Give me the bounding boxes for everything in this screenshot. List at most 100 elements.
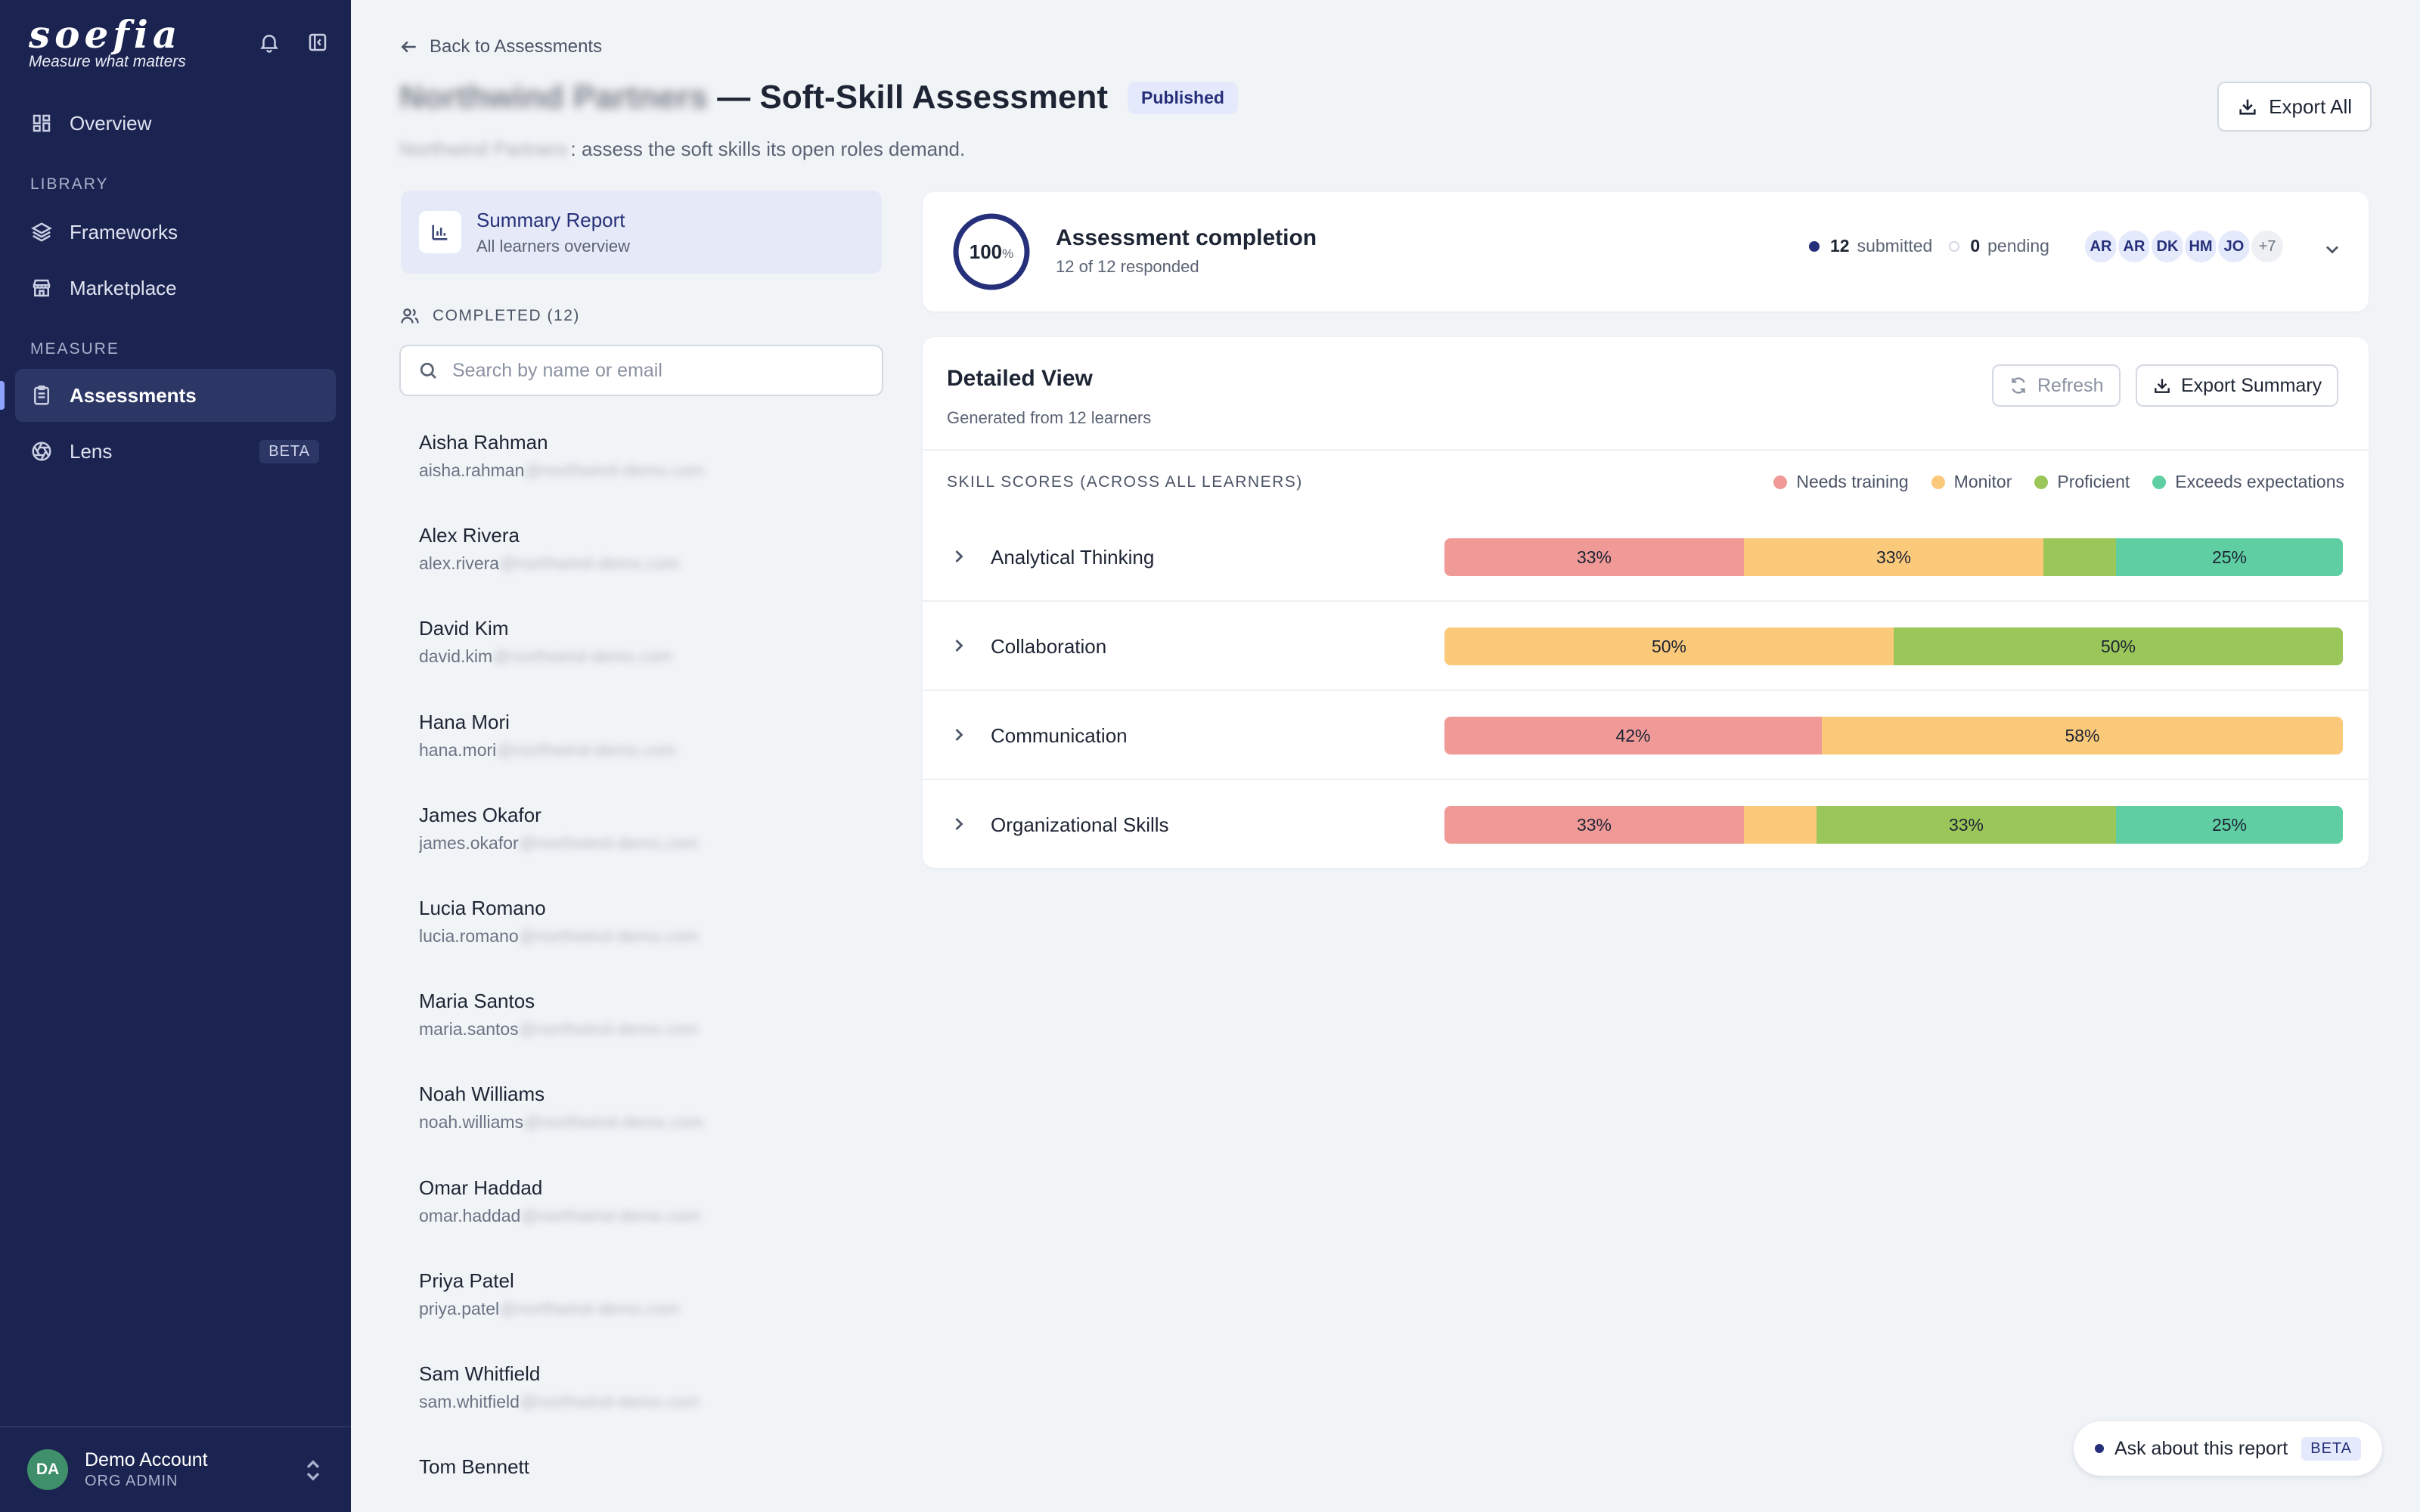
skill-scores-label: SKILL SCORES (ACROSS ALL LEARNERS) <box>947 473 1303 491</box>
chevron-right-icon[interactable] <box>948 813 970 838</box>
store-icon <box>33 279 51 297</box>
learner-email-domain-redacted: @northwind-demo.com <box>492 646 673 667</box>
completion-stats: 12 submitted 0 pending <box>1809 236 2049 256</box>
learner-email-domain-redacted: @northwind-demo.com <box>518 925 699 946</box>
chevron-right-icon[interactable] <box>948 724 970 749</box>
summary-report-subtitle: All learners overview <box>476 236 630 256</box>
learner-email-domain-redacted: @northwind-demo.com <box>499 1298 680 1318</box>
collapse-sidebar-icon[interactable] <box>302 27 333 57</box>
summary-report-title: Summary Report <box>476 208 625 231</box>
account-name: Demo Account <box>85 1449 208 1470</box>
learner-name: Omar Haddad <box>419 1176 543 1199</box>
beta-badge: BETA <box>259 439 319 463</box>
page-title: — Soft-Skill Assessment <box>717 79 1109 116</box>
avatar-overflow-count: +7 <box>2249 228 2285 265</box>
chevron-updown-icon <box>302 1458 324 1487</box>
learner-list-item[interactable]: Lucia Romano lucia.romano @northwind-demo.… <box>419 897 873 990</box>
learner-list-item[interactable]: Aisha Rahman aisha.rahman @northwind-demo.… <box>419 431 873 524</box>
refresh-button[interactable]: Refresh <box>1992 364 2121 407</box>
nav-marketplace[interactable]: Marketplace <box>15 262 336 314</box>
learner-list-item[interactable]: Tom Bennett <box>419 1455 873 1477</box>
chevron-right-icon[interactable] <box>948 546 970 571</box>
submitted-dot-icon <box>1809 240 1820 252</box>
bar-segment: 50% <box>1444 627 1894 665</box>
skill-stacked-bar: 42% 58% <box>1444 717 2343 754</box>
search-input[interactable] <box>452 359 876 382</box>
completion-percent-value: 100 <box>969 240 1003 263</box>
learner-email-prefix: priya.patel <box>419 1298 500 1318</box>
legend-item: Exceeds expectations <box>2152 472 2344 492</box>
grid-icon <box>33 114 51 132</box>
learner-name: Tom Bennett <box>419 1455 529 1477</box>
legend-swatch <box>2152 475 2167 489</box>
learner-email: hana.mori @northwind-demo.com <box>419 740 873 761</box>
page-title-row: Northwind Partners — Soft-Skill Assessme… <box>399 79 1238 116</box>
ask-dot-icon <box>2094 1444 2104 1453</box>
legend-label: Monitor <box>1953 472 2012 491</box>
export-all-button[interactable]: Export All <box>2217 82 2372 132</box>
learner-list-item[interactable]: Sam Whitfield sam.whitfield @northwind-dem… <box>419 1362 873 1455</box>
learner-list-item[interactable]: James Okafor james.okafor @northwind-demo.… <box>419 804 873 897</box>
learner-list-item[interactable]: Alex Rivera alex.rivera @northwind-demo.co… <box>419 524 873 617</box>
skill-stacked-bar: 33% 33% 25% <box>1444 806 2343 844</box>
notifications-bell-icon[interactable] <box>254 27 284 57</box>
account-role: ORG ADMIN <box>85 1473 178 1489</box>
account-switcher[interactable]: DA Demo Account ORG ADMIN <box>0 1426 351 1512</box>
learner-email: james.okafor @northwind-demo.com <box>419 833 873 854</box>
chevron-down-icon[interactable] <box>2322 239 2343 264</box>
learner-list-item[interactable]: Priya Patel priya.patel @northwind-demo.co… <box>419 1269 873 1362</box>
learner-email: lucia.romano @northwind-demo.com <box>419 926 873 947</box>
learner-email: sam.whitfield @northwind-demo.com <box>419 1392 873 1412</box>
skill-row[interactable]: Collaboration 50% 50% <box>923 602 2369 691</box>
skill-name: Analytical Thinking <box>991 546 1155 569</box>
download-icon <box>2239 99 2256 115</box>
learner-name: Sam Whitfield <box>419 1362 541 1385</box>
learner-list-item[interactable]: Omar Haddad omar.haddad @northwind-demo.co… <box>419 1176 873 1269</box>
submitted-label: submitted <box>1857 236 1933 256</box>
learner-email-prefix: david.kim <box>419 646 493 667</box>
legend-item: Needs training <box>1773 472 1909 492</box>
learner-name: Lucia Romano <box>419 896 546 919</box>
learner-list-item[interactable]: David Kim david.kim @northwind-demo.com <box>419 617 873 710</box>
legend-label: Proficient <box>2057 472 2130 491</box>
learner-email: aisha.rahman @northwind-demo.com <box>419 460 873 481</box>
bar-segment: 33% <box>1744 538 2043 576</box>
logo[interactable]: soefia Measure what matters <box>29 14 186 71</box>
nav-assessments[interactable]: Assessments <box>0 369 336 422</box>
nav-frameworks[interactable]: Frameworks <box>15 206 336 259</box>
learner-list-item[interactable]: Maria Santos maria.santos @northwind-demo.… <box>419 990 873 1083</box>
chevron-right-icon[interactable] <box>948 635 970 660</box>
logo-tagline: Measure what matters <box>29 53 186 70</box>
learner-search[interactable] <box>399 345 883 396</box>
back-to-assessments-link[interactable]: Back to Assessments <box>399 36 602 57</box>
skill-row[interactable]: Organizational Skills 33% 33% 25% <box>923 780 2369 869</box>
learner-name: James Okafor <box>419 803 541 826</box>
skill-row[interactable]: Analytical Thinking 33% 33% 25% <box>923 513 2369 602</box>
ask-about-report-button[interactable]: Ask about this report BETA <box>2073 1421 2382 1476</box>
learner-list-item[interactable]: Hana Mori hana.mori @northwind-demo.com <box>419 711 873 804</box>
detailed-view-card: Detailed View Generated from 12 learners… <box>923 337 2369 868</box>
learner-list-item[interactable]: Noah Williams noah.williams @northwind-dem… <box>419 1083 873 1176</box>
skill-row[interactable]: Communication 42% 58% <box>923 691 2369 780</box>
beta-badge: BETA <box>2301 1436 2361 1461</box>
ask-label: Ask about this report <box>2114 1437 2288 1459</box>
page-title-redacted: Northwind Partners <box>399 79 709 116</box>
avatar: DA <box>27 1449 68 1490</box>
export-all-label: Export All <box>2269 94 2352 118</box>
export-summary-button[interactable]: Export Summary <box>2136 364 2339 407</box>
summary-report-card[interactable]: Summary Report All learners overview <box>401 191 882 274</box>
nav-marketplace-label: Marketplace <box>70 276 177 299</box>
avatar: JO <box>2216 228 2252 265</box>
subtitle-text: : assess the soft skills its open roles … <box>570 138 966 160</box>
nav-lens[interactable]: Lens BETA <box>15 425 336 478</box>
avatar: DK <box>2149 228 2186 265</box>
learner-email-domain-redacted: @northwind-demo.com <box>499 553 680 574</box>
clipboard-icon <box>34 385 49 405</box>
bar-segment: 25% <box>2116 538 2343 576</box>
logo-wordmark: soefia <box>29 12 182 57</box>
learner-name: Maria Santos <box>419 990 535 1013</box>
learner-name: Priya Patel <box>419 1269 514 1292</box>
assessment-completion-card[interactable]: 100% Assessment completion 12 of 12 resp… <box>923 192 2369 311</box>
pending-dot-icon <box>1949 240 1960 252</box>
nav-overview[interactable]: Overview <box>15 97 336 150</box>
